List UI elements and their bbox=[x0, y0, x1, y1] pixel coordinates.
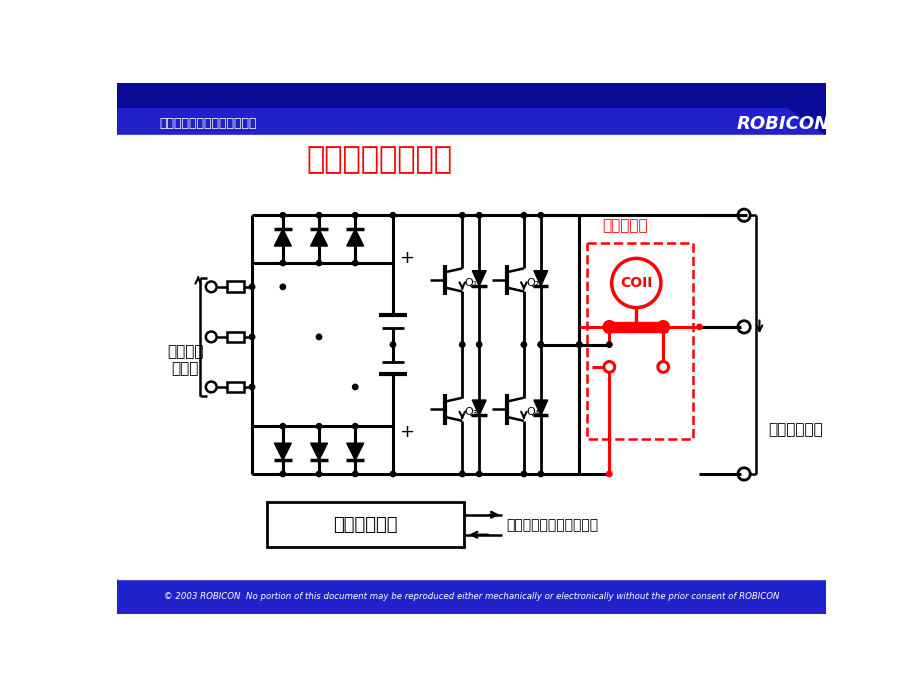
Polygon shape bbox=[117, 108, 825, 135]
Polygon shape bbox=[471, 400, 485, 415]
Circle shape bbox=[576, 342, 582, 347]
Circle shape bbox=[576, 342, 582, 347]
Text: +: + bbox=[399, 422, 414, 441]
Text: © 2003 ROBICON  No portion of this document may be reproduced either mechanicall: © 2003 ROBICON No portion of this docume… bbox=[164, 592, 778, 601]
Circle shape bbox=[390, 342, 395, 347]
Bar bbox=[605, 322, 666, 333]
Polygon shape bbox=[117, 83, 825, 135]
Circle shape bbox=[249, 284, 255, 290]
Polygon shape bbox=[471, 270, 485, 286]
Circle shape bbox=[352, 424, 357, 429]
Bar bbox=[226, 331, 244, 342]
Text: Q₁: Q₁ bbox=[464, 278, 477, 288]
Circle shape bbox=[538, 213, 543, 218]
Polygon shape bbox=[311, 229, 327, 246]
Text: +: + bbox=[399, 248, 414, 266]
Polygon shape bbox=[274, 443, 291, 460]
Polygon shape bbox=[533, 270, 547, 286]
Circle shape bbox=[390, 471, 395, 477]
Polygon shape bbox=[117, 580, 825, 614]
Circle shape bbox=[249, 334, 255, 339]
Circle shape bbox=[606, 471, 611, 477]
Circle shape bbox=[352, 471, 357, 477]
Circle shape bbox=[316, 334, 322, 339]
Text: Q₃: Q₃ bbox=[464, 407, 478, 417]
Circle shape bbox=[280, 471, 285, 477]
Circle shape bbox=[280, 284, 285, 290]
Circle shape bbox=[657, 362, 668, 373]
Polygon shape bbox=[346, 443, 363, 460]
Polygon shape bbox=[533, 400, 547, 415]
Text: ROBICON: ROBICON bbox=[736, 115, 829, 132]
Text: Q₄: Q₄ bbox=[526, 407, 539, 417]
Text: Q₂: Q₂ bbox=[526, 278, 539, 288]
Circle shape bbox=[460, 471, 464, 477]
Circle shape bbox=[538, 471, 543, 477]
Text: 功率单元旁路电路: 功率单元旁路电路 bbox=[306, 146, 451, 175]
Circle shape bbox=[460, 213, 464, 218]
Circle shape bbox=[316, 471, 322, 477]
Circle shape bbox=[603, 362, 614, 373]
Circle shape bbox=[352, 260, 357, 266]
Circle shape bbox=[390, 213, 395, 218]
Circle shape bbox=[603, 322, 614, 333]
Circle shape bbox=[520, 471, 526, 477]
Circle shape bbox=[316, 424, 322, 429]
Text: 单元控制电路: 单元控制电路 bbox=[333, 516, 397, 534]
Circle shape bbox=[606, 342, 611, 347]
Circle shape bbox=[316, 213, 322, 218]
Circle shape bbox=[657, 322, 668, 333]
Circle shape bbox=[280, 424, 285, 429]
Circle shape bbox=[280, 213, 285, 218]
Bar bbox=[226, 282, 244, 293]
Circle shape bbox=[520, 213, 526, 218]
Bar bbox=[267, 502, 463, 547]
Bar bbox=[586, 243, 693, 439]
Text: 罗宾康高压变频技术的领导者: 罗宾康高压变频技术的领导者 bbox=[160, 117, 257, 130]
Text: 光纤通信连接至主连接板: 光纤通信连接至主连接板 bbox=[505, 518, 597, 532]
Bar bbox=[226, 382, 244, 393]
Circle shape bbox=[249, 384, 255, 390]
Text: 去变压器
二次侧: 去变压器 二次侧 bbox=[166, 344, 203, 376]
Circle shape bbox=[476, 342, 482, 347]
Text: 功率单元输出: 功率单元输出 bbox=[767, 422, 822, 437]
Polygon shape bbox=[311, 443, 327, 460]
Text: 旁路接触器: 旁路接触器 bbox=[602, 219, 647, 233]
Circle shape bbox=[538, 342, 543, 347]
Circle shape bbox=[352, 213, 357, 218]
Circle shape bbox=[476, 213, 482, 218]
Circle shape bbox=[538, 342, 543, 347]
Circle shape bbox=[611, 258, 660, 308]
Circle shape bbox=[476, 471, 482, 477]
Circle shape bbox=[352, 384, 357, 390]
Circle shape bbox=[520, 342, 526, 347]
Circle shape bbox=[316, 260, 322, 266]
Circle shape bbox=[280, 260, 285, 266]
Circle shape bbox=[460, 342, 464, 347]
Text: COII: COII bbox=[619, 276, 652, 290]
Polygon shape bbox=[346, 229, 363, 246]
Polygon shape bbox=[274, 229, 291, 246]
Circle shape bbox=[696, 324, 701, 330]
